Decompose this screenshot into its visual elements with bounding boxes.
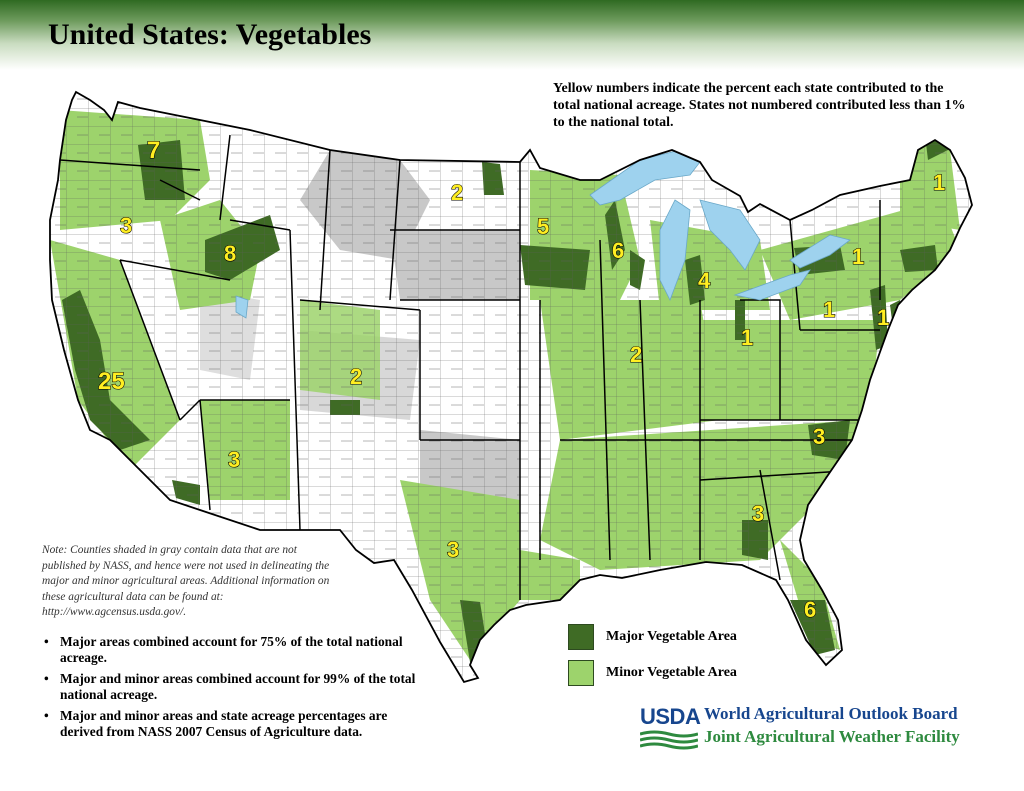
legend-label-minor: Minor Vegetable Area [606, 665, 737, 680]
summary-bullets: Major areas combined account for 75% of … [42, 634, 427, 745]
state-percent-pa: 1 [852, 244, 864, 269]
major-area-swatch [568, 624, 594, 650]
state-percent-or: 3 [120, 213, 132, 238]
state-percent-nd: 2 [451, 180, 463, 205]
page-title: United States: Vegetables [48, 18, 372, 51]
legend-label-major: Major Vegetable Area [606, 629, 737, 644]
minor-area-swatch [568, 660, 594, 686]
usda-logo-block: USDA World Agricultural Outlook Board Jo… [640, 700, 1000, 756]
legend-item-major: Major Vegetable Area [568, 624, 737, 650]
state-percent-az: 3 [228, 447, 240, 472]
state-percent-wa: 7 [147, 137, 160, 164]
summary-bullet: Major and minor areas and state acreage … [42, 708, 427, 740]
state-percent-co: 2 [350, 364, 362, 389]
state-percent-ga: 3 [752, 501, 764, 526]
state-percent-tx: 3 [447, 537, 459, 562]
usda-waves-icon [640, 730, 698, 750]
state-percent-mn: 5 [537, 214, 549, 239]
state-percent-in: 1 [741, 325, 753, 350]
state-percent-wi: 6 [612, 238, 624, 263]
state-percent-oh: 1 [823, 297, 835, 322]
summary-bullet: Major areas combined account for 75% of … [42, 634, 427, 666]
map-legend: Major Vegetable Area Minor Vegetable Are… [568, 624, 737, 696]
state-percent-mi: 4 [698, 268, 711, 293]
summary-bullet: Major and minor areas combined account f… [42, 671, 427, 703]
title-banner [0, 0, 1024, 70]
usda-logo: USDA [640, 704, 701, 729]
data-note: Note: Counties shaded in gray contain da… [42, 544, 330, 619]
legend-note: Yellow numbers indicate the percent each… [553, 81, 966, 130]
org-name-jawf: Joint Agricultural Weather Facility [704, 727, 960, 746]
legend-item-minor: Minor Vegetable Area [568, 660, 737, 686]
state-percent-il: 2 [630, 342, 642, 367]
lakes [235, 149, 851, 319]
state-percent-me: 1 [933, 170, 945, 195]
state-percent-nj: 1 [877, 305, 889, 330]
state-percent-ca: 25 [98, 368, 125, 395]
state-percent-nc: 3 [813, 424, 825, 449]
org-name-waob: World Agricultural Outlook Board [704, 704, 958, 723]
state-percent-fl: 6 [804, 597, 816, 622]
state-percent-id: 8 [224, 241, 236, 266]
